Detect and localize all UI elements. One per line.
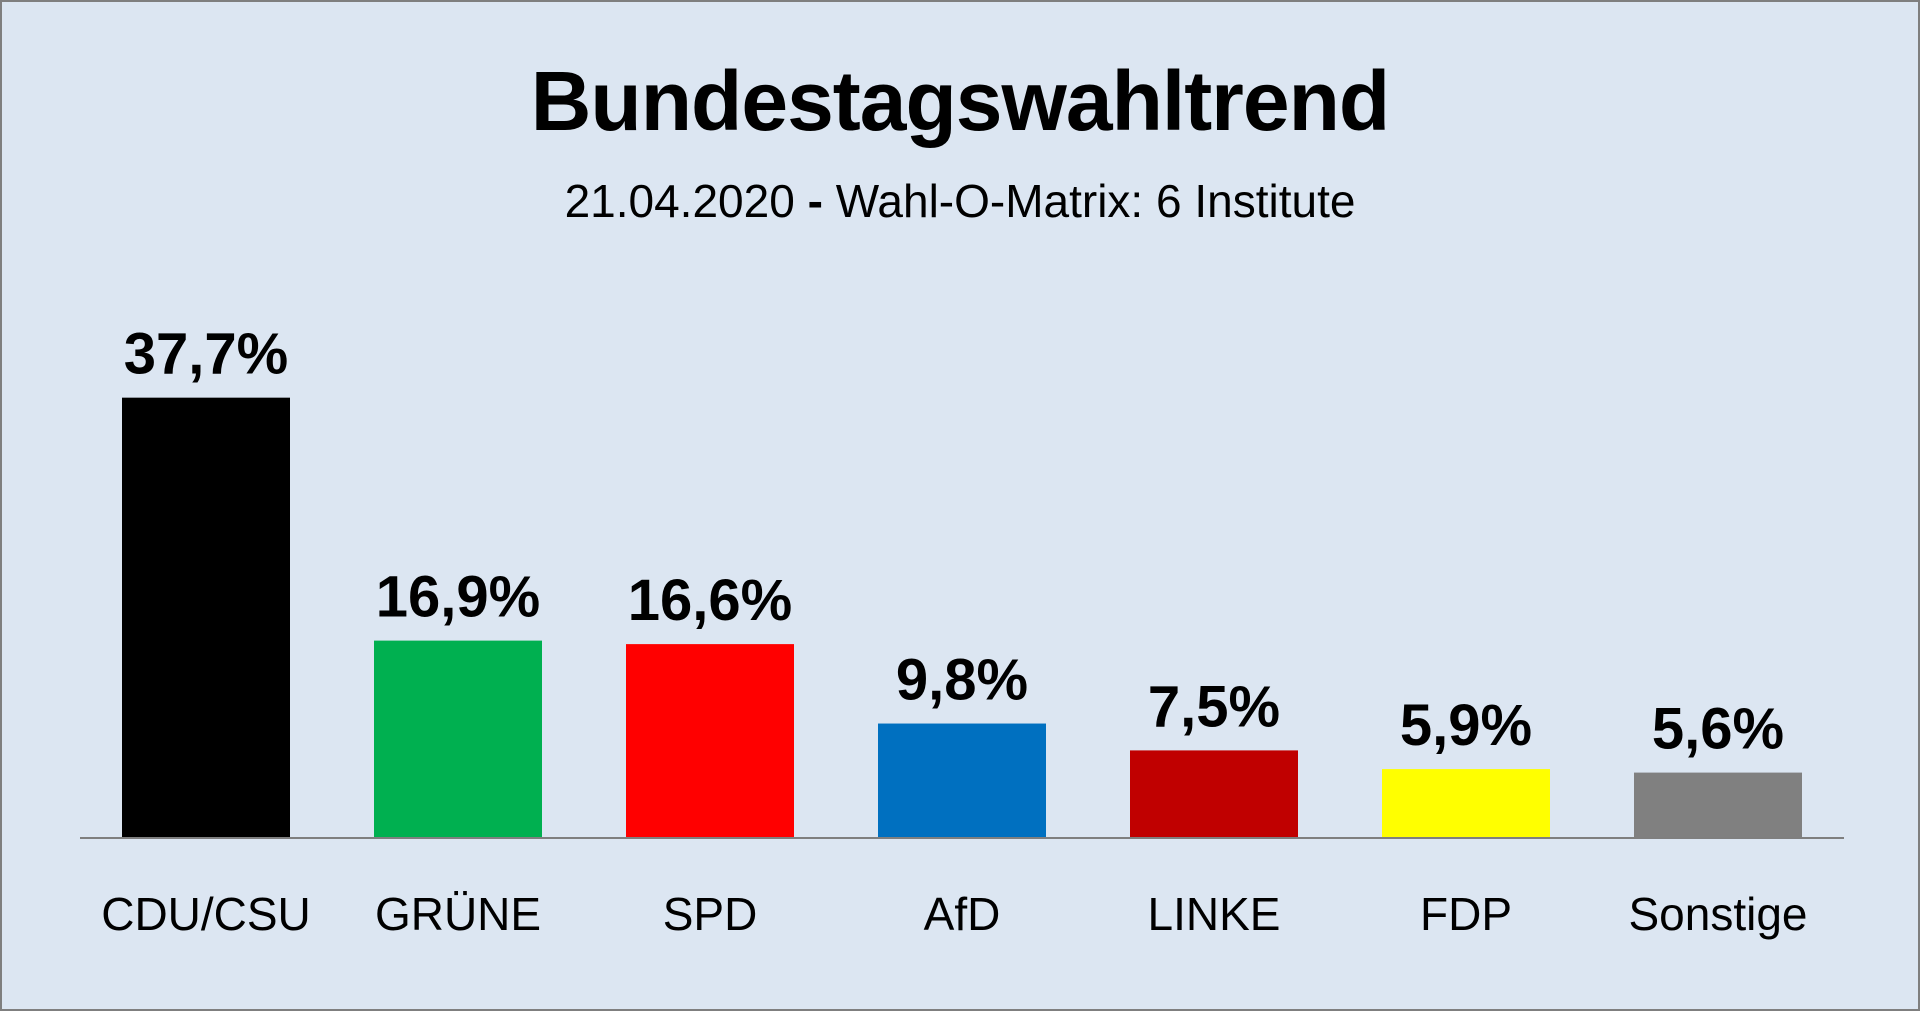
value-label: 7,5% [1148, 674, 1280, 739]
bar-linke [1130, 750, 1298, 838]
bar-grüne [374, 640, 542, 838]
category-label: Sonstige [1628, 888, 1807, 940]
subtitle-source: Wahl-O-Matrix: 6 Institute [835, 175, 1356, 227]
bar-spd [626, 644, 794, 838]
value-label: 5,9% [1400, 693, 1532, 758]
category-label: CDU/CSU [101, 888, 311, 940]
bar-sonstige [1634, 772, 1802, 838]
chart-subtitle: 21.04.2020 - Wahl-O-Matrix: 6 Institute [0, 168, 1920, 234]
category-label: GRÜNE [375, 888, 541, 940]
value-label: 9,8% [896, 648, 1028, 713]
category-label: SPD [663, 888, 758, 940]
category-label: AfD [924, 888, 1001, 940]
category-label: FDP [1420, 888, 1512, 940]
value-label: 16,9% [376, 565, 540, 630]
chart-title: Bundestagswahltrend [530, 54, 1390, 148]
bar-cdu-csu [122, 397, 290, 838]
category-labels-group: CDU/CSU GRÜNE SPD AfD LINKE FDP Sonstige [101, 888, 1807, 940]
subtitle-separator: - [807, 175, 823, 227]
value-label: 37,7% [124, 322, 288, 387]
subtitle-date: 21.04.2020 [564, 175, 795, 227]
value-label: 16,6% [628, 568, 792, 633]
bar-afd [878, 723, 1046, 838]
bar-fdp [1382, 769, 1550, 838]
value-labels-group: 37,7% 16,9% 16,6% 9,8% 7,5% 5,9% 5,6% [124, 322, 1784, 762]
category-label: LINKE [1148, 888, 1281, 940]
value-label: 5,6% [1652, 697, 1784, 762]
bars-group [122, 397, 1802, 838]
